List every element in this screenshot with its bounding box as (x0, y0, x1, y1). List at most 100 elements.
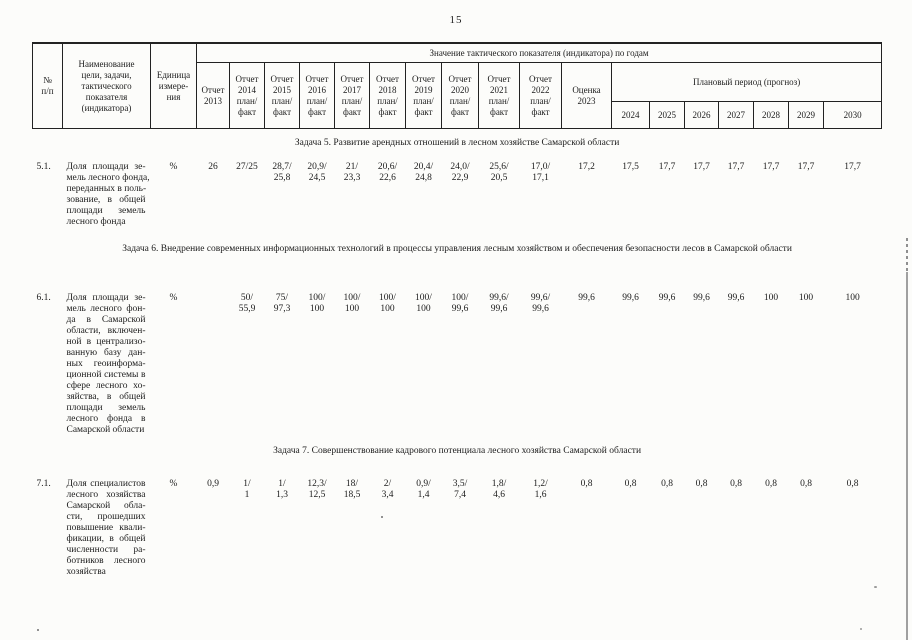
value-cell: 100/ 100 (343, 293, 361, 314)
header-report-2016: Отчет 2016 план/ факт (299, 62, 335, 129)
header-report-2017: Отчет 2017 план/ факт (334, 62, 370, 129)
value-cell: 99,6 (693, 293, 710, 303)
value-cell: 24,0/ 22,9 (450, 162, 470, 183)
value-cell: 20,6/ 22,6 (377, 162, 398, 183)
header-values-span: Значение тактического показателя (индика… (195, 42, 883, 63)
header-estimate-2023: Оценка 2023 (561, 62, 612, 129)
scan-speck (860, 628, 862, 630)
value-cell: 17,7 (658, 162, 676, 172)
header-plan-period-span: Плановый период (прогноз) (610, 62, 883, 102)
row-number-cell: 7.1. (36, 479, 51, 489)
value-cell: 17,2 (578, 162, 595, 172)
header-plan-year-2028: 2028 (753, 101, 789, 129)
header-report-2020: Отчет 2020 план/ факт (441, 62, 479, 129)
task-6-title: Задача 6. Внедрение современных информац… (122, 244, 792, 254)
value-cell: 17,7 (693, 162, 710, 172)
table-row-7-1: 7.1. Доля специалистов лесного хозяйства С… (33, 469, 882, 578)
indicator-name-cell: Доля площади зе-мель лесного фонда, перед… (66, 162, 150, 227)
task-7-section-row: Задача 7. Совершенствование кадрового по… (33, 436, 882, 469)
value-cell: 0,8 (661, 479, 673, 489)
value-cell: 0,8 (730, 479, 742, 489)
indicator-table: № п/п Наименование цели, задачи, тактиче… (32, 42, 883, 578)
value-cell: 20,9/ 24,5 (307, 162, 327, 183)
value-cell: 0,8 (624, 479, 637, 489)
value-cell: 50/ 55,9 (238, 293, 256, 314)
header-plan-year-2030: 2030 (822, 101, 883, 129)
value-cell: 99,6 (622, 293, 639, 303)
value-cell: 100 (798, 293, 814, 303)
value-cell: 1,8/ 4,6 (491, 479, 507, 500)
task-5-title: Задача 5. Развитие арендных отношений в … (294, 138, 620, 148)
scan-speck (874, 586, 877, 588)
value-cell: 75/ 97,3 (273, 293, 291, 314)
value-cell: 26 (208, 162, 218, 172)
indicator-name-cell: Доля площади зе-мель лесного фон-да в Са… (66, 293, 146, 435)
task-7-title: Задача 7. Совершенствование кадрового по… (273, 446, 642, 456)
value-cell: 99,6/ 99,6 (489, 293, 509, 314)
value-cell: 18/ 18,5 (343, 479, 361, 500)
value-cell: 27/25 (236, 162, 258, 172)
table-header: № п/п Наименование цели, задачи, тактиче… (32, 42, 883, 129)
header-report-2015: Отчет 2015 план/ факт (264, 62, 300, 129)
header-report-2013: Отчет 2013 (196, 62, 230, 129)
header-plan-year-2024: 2024 (611, 101, 650, 129)
value-cell: 0,8 (846, 479, 859, 489)
value-cell: 3,5/ 7,4 (452, 479, 468, 500)
value-cell: 100 (763, 293, 779, 303)
value-cell: 100/ 100 (308, 293, 326, 314)
value-cell: 99,6/ 99,6 (530, 293, 551, 314)
value-cell: 17,0/ 17,1 (530, 162, 551, 183)
unit-cell: % (169, 293, 178, 303)
header-col-number: № п/п (32, 42, 63, 129)
scan-speck (37, 629, 39, 631)
header-report-2022: Отчет 2022 план/ факт (519, 62, 562, 129)
header-plan-year-2025: 2025 (649, 101, 685, 129)
value-cell: 12,3/ 12,5 (307, 479, 327, 500)
value-cell: 100/ 100 (379, 293, 396, 314)
value-cell: 100 (845, 293, 860, 303)
page-number: 15 (449, 14, 463, 26)
value-cell: 99,6 (727, 293, 745, 303)
value-cell: 28,7/ 25,8 (272, 162, 292, 183)
value-cell: 17,7 (797, 162, 815, 172)
header-report-2021: Отчет 2021 план/ факт (478, 62, 520, 129)
value-cell: 99,6 (578, 293, 595, 303)
scan-artifact-dots (906, 238, 908, 272)
task-5-section-row: Задача 5. Развитие арендных отношений в … (33, 129, 882, 159)
scan-speck (381, 516, 383, 518)
value-cell: 21/ 23,3 (343, 162, 361, 183)
header-report-2018: Отчет 2018 план/ факт (369, 62, 406, 129)
value-cell: 99,6 (658, 293, 676, 303)
value-cell: 100/ 99,6 (451, 293, 469, 314)
unit-cell: % (169, 479, 178, 489)
header-plan-year-2026: 2026 (684, 101, 719, 129)
indicator-name-cell: Доля специалистов лесного хозяйства Самарс… (66, 479, 146, 577)
value-cell: 17,7 (844, 162, 861, 172)
row-number-cell: 5.1. (36, 162, 51, 172)
header-plan-year-2027: 2027 (718, 101, 754, 129)
header-col-indicator-name: Наименование цели, задачи, тактического … (62, 42, 151, 129)
value-cell: 2/ 3,4 (381, 479, 394, 500)
unit-cell: % (169, 162, 178, 172)
table-row-5-1: 5.1. Доля площади зе-мель лесного фонда,… (33, 158, 882, 228)
row-number-cell: 6.1. (36, 293, 51, 303)
table-row-6-1: 6.1. Доля площади зе-мель лесного фон-да… (33, 269, 882, 436)
scan-artifact-line (906, 240, 908, 640)
header-report-2014: Отчет 2014 план/ факт (229, 62, 265, 129)
header-plan-year-2029: 2029 (788, 101, 824, 129)
header-col-unit: Единица измере- ния (150, 42, 197, 129)
value-cell: 0,9/ 1,4 (416, 479, 431, 500)
value-cell: 0,8 (580, 479, 593, 489)
value-cell: 20,4/ 24,8 (413, 162, 434, 183)
header-report-2019: Отчет 2019 план/ факт (405, 62, 442, 129)
value-cell: 1,2/ 1,6 (533, 479, 548, 500)
value-cell: 1/ 1,3 (276, 479, 288, 500)
value-cell: 25,6/ 20,5 (489, 162, 509, 183)
value-cell: 0,9 (207, 479, 219, 489)
value-cell: 100/ 100 (415, 293, 432, 314)
value-cell: 17,7 (727, 162, 745, 172)
value-cell: 1/ 1 (243, 479, 251, 500)
value-cell: 17,7 (762, 162, 780, 172)
value-cell: 0,8 (765, 479, 777, 489)
